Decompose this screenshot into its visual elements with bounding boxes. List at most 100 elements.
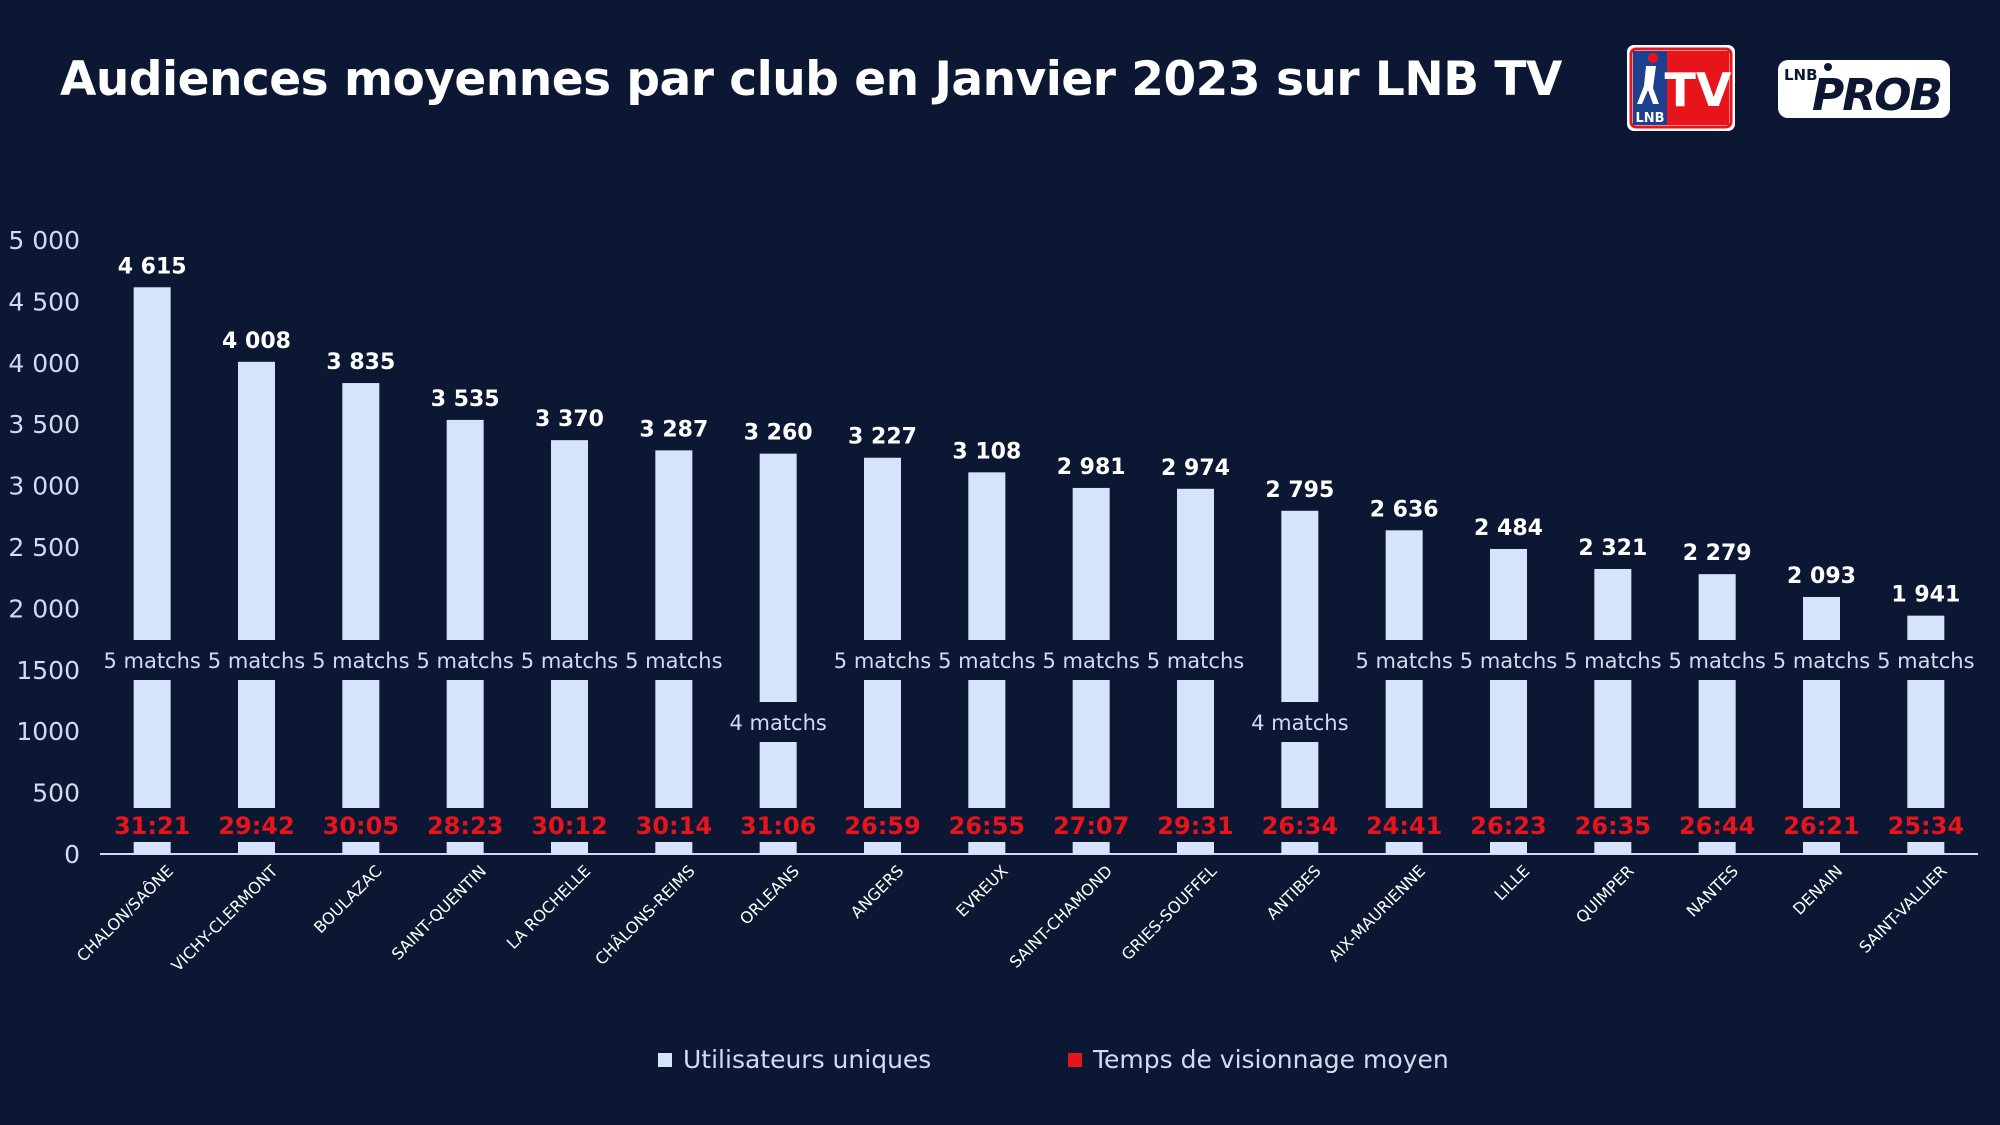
time-label: 30:14	[636, 812, 712, 840]
bar-segment	[968, 472, 1006, 640]
bar-value-label: 4 008	[222, 329, 291, 354]
bar-value-label: 2 484	[1474, 516, 1543, 541]
bar-segment	[1177, 488, 1214, 640]
bar-segment	[342, 842, 380, 854]
matches-label: 5 matchs	[1042, 649, 1139, 673]
time-label: 29:42	[218, 812, 294, 840]
bar-segment	[238, 361, 275, 640]
bar-segment	[759, 742, 797, 808]
time-label: 31:06	[740, 812, 816, 840]
bar-segment	[1698, 680, 1736, 808]
bar-segment	[864, 457, 901, 640]
y-tick-label: 4 000	[8, 349, 80, 378]
matches-label: 5 matchs	[1460, 649, 1557, 673]
y-tick-label: 0	[64, 840, 80, 869]
time-label: 30:05	[323, 812, 399, 840]
matches-label: 5 matchs	[625, 649, 722, 673]
category-label: EVREUX	[952, 861, 1011, 920]
bar-value-label: 2 093	[1787, 564, 1856, 589]
matches-label: 5 matchs	[416, 649, 513, 673]
time-label: 26:35	[1575, 812, 1651, 840]
bar-segment	[1490, 842, 1527, 854]
bar-value-label: 3 108	[952, 439, 1021, 464]
time-label: 24:41	[1366, 812, 1442, 840]
bar-segment	[238, 680, 275, 808]
bar-segment	[1385, 842, 1423, 854]
y-tick-label: 2 000	[8, 594, 80, 623]
matches-label: 5 matchs	[938, 649, 1035, 673]
y-tick-label: 1000	[16, 717, 80, 746]
bar-segment	[342, 383, 380, 640]
bar-value-label: 2 636	[1370, 497, 1439, 522]
time-label: 31:21	[114, 812, 190, 840]
legend-users-swatch	[658, 1052, 672, 1067]
bar-segment	[1698, 842, 1736, 854]
bar-segment	[968, 680, 1006, 808]
matches-label: 5 matchs	[103, 649, 200, 673]
bar-segment	[864, 842, 901, 854]
bar-segment	[1594, 680, 1632, 808]
category-label: NANTES	[1683, 861, 1742, 920]
bar-segment	[1281, 842, 1319, 854]
category-label: LILLE	[1490, 861, 1533, 904]
bar-value-label: 2 321	[1578, 536, 1647, 561]
time-label: 26:23	[1470, 812, 1546, 840]
y-tick-label: 2 500	[8, 533, 80, 562]
bar-value-label: 3 227	[848, 425, 917, 450]
time-label: 26:55	[949, 812, 1025, 840]
legend-time-label: Temps de visionnage moyen	[1093, 1045, 1449, 1074]
legend-time-swatch	[1068, 1052, 1082, 1067]
time-label: 26:21	[1783, 812, 1859, 840]
legend-time: Temps de visionnage moyen	[1068, 1045, 1449, 1074]
matches-label: 5 matchs	[1564, 649, 1661, 673]
category-label: LA ROCHELLE	[503, 861, 594, 952]
time-label: 26:59	[844, 812, 920, 840]
lnb-tv-logo: LNB TV	[1627, 45, 1735, 131]
bar-value-label: 3 287	[639, 417, 708, 442]
bar-segment	[1594, 568, 1632, 640]
category-label: CHALON/SAÔNE	[73, 861, 177, 965]
bar-segment	[1072, 487, 1110, 640]
bar-segment	[133, 842, 171, 854]
bar-segment	[1907, 615, 1945, 640]
bar-value-label: 1 941	[1891, 583, 1960, 608]
matches-label: 5 matchs	[834, 649, 931, 673]
bar-segment	[968, 842, 1006, 854]
bar-segment	[446, 842, 484, 854]
svg-text:LNB: LNB	[1784, 66, 1818, 84]
matches-label: 5 matchs	[1877, 649, 1974, 673]
legend-users: Utilisateurs uniques	[658, 1045, 931, 1074]
bar-segment	[1907, 842, 1945, 854]
bar-segment	[551, 842, 588, 854]
y-tick-label: 500	[32, 779, 80, 808]
category-label: ANGERS	[847, 861, 908, 922]
matches-label: 4 matchs	[1251, 711, 1348, 735]
bar-segment	[1072, 842, 1110, 854]
time-label: 25:34	[1888, 812, 1964, 840]
time-label: 29:31	[1157, 812, 1233, 840]
bar-segment	[238, 842, 275, 854]
category-label: DENAIN	[1789, 861, 1846, 918]
y-tick-label: 5 000	[8, 226, 80, 255]
bar-value-label: 2 795	[1265, 478, 1334, 503]
matches-label: 5 matchs	[1355, 649, 1452, 673]
category-label: AIX-MAURIENNE	[1325, 861, 1429, 965]
bar-segment	[551, 440, 588, 640]
category-label: BOULAZAC	[310, 861, 386, 937]
time-label: 26:34	[1262, 812, 1338, 840]
bar-value-label: 2 974	[1161, 456, 1230, 481]
bar-segment	[1907, 680, 1945, 808]
bar-segment	[759, 453, 797, 702]
category-label: CHÂLONS-REIMS	[591, 861, 698, 968]
matches-label: 5 matchs	[521, 649, 618, 673]
bar-segment	[342, 680, 380, 808]
matches-label: 5 matchs	[1668, 649, 1765, 673]
bar-segment	[1177, 842, 1214, 854]
category-label: GRIES-SOUFFEL	[1118, 861, 1221, 964]
category-label: SAINT-CHAMOND	[1006, 861, 1116, 971]
category-label: SAINT-QUENTIN	[388, 861, 490, 963]
bar-segment	[655, 680, 693, 808]
y-tick-label: 4 500	[8, 287, 80, 316]
bar-segment	[655, 842, 693, 854]
